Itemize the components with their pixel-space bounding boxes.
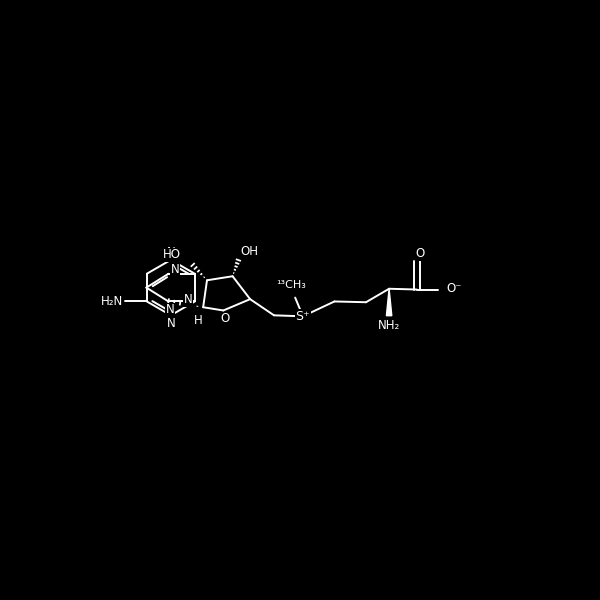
- Text: ¹³CH₃: ¹³CH₃: [277, 280, 306, 290]
- Text: N: N: [166, 304, 175, 316]
- Polygon shape: [386, 289, 392, 316]
- Text: H: H: [194, 314, 203, 327]
- Text: S⁺: S⁺: [296, 310, 310, 323]
- Text: O⁻: O⁻: [446, 282, 462, 295]
- Text: NH₂: NH₂: [378, 319, 400, 332]
- Text: N: N: [166, 245, 175, 259]
- Text: H₂N: H₂N: [101, 295, 123, 308]
- Text: OH: OH: [240, 245, 258, 258]
- Text: O: O: [415, 247, 425, 260]
- Text: N: N: [166, 317, 175, 330]
- Text: N: N: [171, 263, 180, 275]
- Text: HO: HO: [163, 248, 181, 262]
- Text: N: N: [166, 247, 175, 259]
- Text: O: O: [221, 313, 230, 325]
- Text: N: N: [184, 293, 192, 306]
